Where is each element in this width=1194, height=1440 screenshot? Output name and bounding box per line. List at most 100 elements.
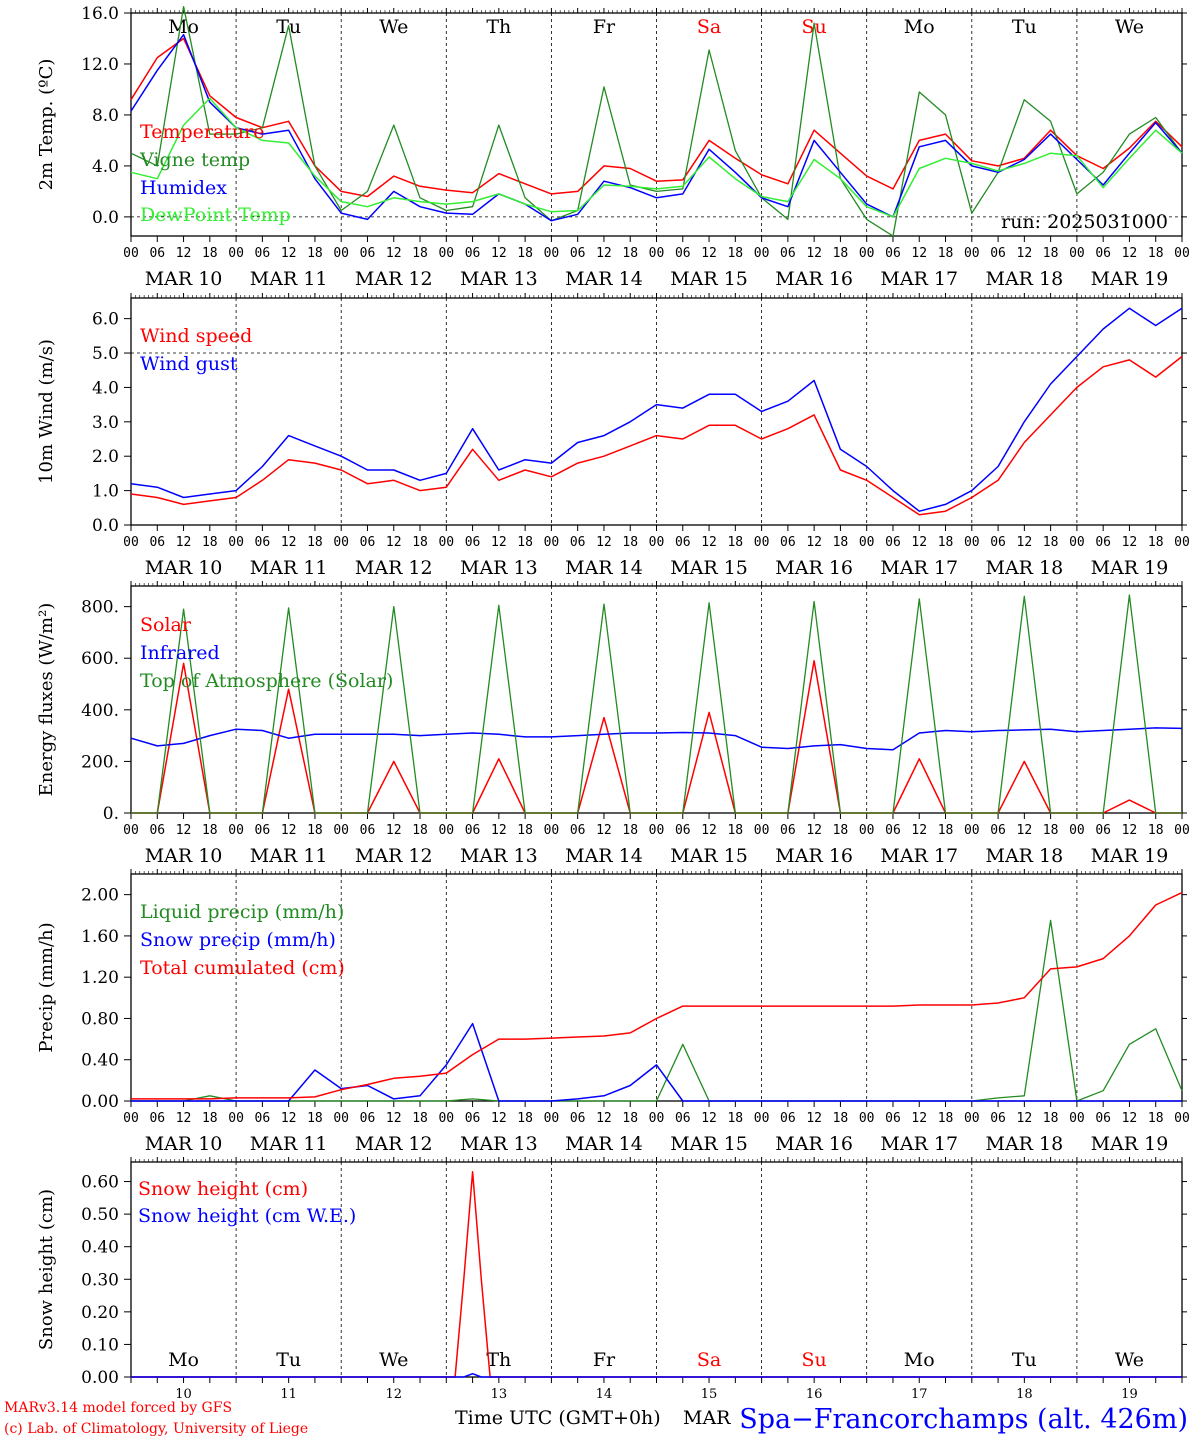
weekday-label: We xyxy=(379,1349,408,1371)
hour-tick-label: 06 xyxy=(990,246,1006,261)
date-label: MAR 14 xyxy=(565,1133,643,1155)
hour-tick-label: 00 xyxy=(754,535,770,550)
y-axis-label: Snow height (cm) xyxy=(36,1189,57,1350)
date-label: MAR 10 xyxy=(145,268,223,290)
weekday-label: Mo xyxy=(904,1349,935,1371)
hour-tick-label: 06 xyxy=(149,823,165,838)
hour-tick-label: 12 xyxy=(806,535,822,550)
weekday-label: Tu xyxy=(1012,16,1037,38)
date-label: MAR 14 xyxy=(565,557,643,579)
hour-tick-label: 12 xyxy=(596,535,612,550)
date-label: MAR 15 xyxy=(670,845,748,867)
y-tick-label: 0.20 xyxy=(81,1303,119,1323)
x-axis-label: Time UTC (GMT+0h) xyxy=(455,1407,661,1429)
hour-tick-label: 06 xyxy=(465,535,481,550)
hour-tick-label: 06 xyxy=(990,823,1006,838)
weekday-label: Mo xyxy=(168,16,199,38)
hour-tick-label: 06 xyxy=(570,823,586,838)
hour-tick-label: 00 xyxy=(333,246,349,261)
legend-entry: Snow height (cm) xyxy=(138,1178,308,1200)
day-number-label: 13 xyxy=(491,1387,508,1402)
date-label: MAR 17 xyxy=(880,268,958,290)
hour-tick-label: 00 xyxy=(964,1111,980,1126)
legend-entry: Wind speed xyxy=(140,325,252,347)
y-axis-label: 2m Temp. (ºC) xyxy=(36,59,57,191)
hour-tick-label: 18 xyxy=(1043,1111,1059,1126)
hour-tick-label: 18 xyxy=(517,535,533,550)
hour-tick-label: 12 xyxy=(386,535,402,550)
weekday-label: Tu xyxy=(276,1349,301,1371)
y-tick-label: 400. xyxy=(81,701,119,721)
y-tick-label: 800. xyxy=(81,598,119,618)
hour-tick-label: 12 xyxy=(806,1111,822,1126)
hour-tick-label: 06 xyxy=(780,823,796,838)
hour-tick-label: 06 xyxy=(570,1111,586,1126)
y-tick-label: 0. xyxy=(103,804,119,824)
hour-tick-label: 00 xyxy=(438,535,454,550)
hour-tick-label: 18 xyxy=(833,246,849,261)
hour-tick-label: 18 xyxy=(727,1111,743,1126)
hour-tick-label: 06 xyxy=(465,246,481,261)
legend-entry: Temperature xyxy=(140,121,264,143)
hour-tick-label: 12 xyxy=(701,246,717,261)
hour-tick-label: 00 xyxy=(544,823,560,838)
hour-tick-label: 18 xyxy=(833,535,849,550)
weekday-label: Mo xyxy=(904,16,935,38)
series-line-snow-height-cm-w-e- xyxy=(131,1372,1182,1378)
hour-tick-label: 06 xyxy=(675,1111,691,1126)
legend-entry: Liquid precip (mm/h) xyxy=(140,901,344,923)
legend-entry: Top of Atmosphere (Solar) xyxy=(140,670,393,692)
date-label: MAR 12 xyxy=(355,557,433,579)
legend-entry: Humidex xyxy=(140,177,227,199)
weekday-label: We xyxy=(1115,1349,1144,1371)
footer: MARv3.14 model forced by GFS (c) Lab. of … xyxy=(4,1400,1188,1437)
hour-tick-label: 12 xyxy=(281,535,297,550)
weekday-label: Th xyxy=(486,16,511,38)
hour-tick-label: 00 xyxy=(1069,246,1085,261)
date-label: MAR 16 xyxy=(775,845,853,867)
series-line-wind-speed xyxy=(130,355,1183,516)
weekday-label: We xyxy=(1115,16,1144,38)
hour-tick-label: 18 xyxy=(727,535,743,550)
date-label: MAR 19 xyxy=(1091,268,1169,290)
hour-tick-label: 12 xyxy=(701,823,717,838)
hour-tick-label: 12 xyxy=(491,1111,507,1126)
date-label: MAR 13 xyxy=(460,1133,538,1155)
y-tick-label: 0.80 xyxy=(81,1009,119,1029)
hour-tick-label: 00 xyxy=(1069,535,1085,550)
hour-tick-label: 18 xyxy=(1043,535,1059,550)
hour-tick-label: 18 xyxy=(833,1111,849,1126)
date-label: MAR 18 xyxy=(985,268,1063,290)
hour-tick-label: 18 xyxy=(412,246,428,261)
series-line-vigne-temp xyxy=(130,5,1183,237)
hour-tick-label: 00 xyxy=(754,1111,770,1126)
y-tick-label: 600. xyxy=(81,649,119,669)
y-tick-label: 0.40 xyxy=(81,1238,119,1258)
hour-tick-label: 06 xyxy=(360,535,376,550)
date-label: MAR 17 xyxy=(880,1133,958,1155)
hour-tick-label: 00 xyxy=(754,246,770,261)
hour-tick-label: 12 xyxy=(911,535,927,550)
hour-tick-label: 06 xyxy=(885,1111,901,1126)
hour-tick-label: 18 xyxy=(1148,1111,1164,1126)
hour-tick-label: 00 xyxy=(649,823,665,838)
hour-tick-label: 00 xyxy=(438,1111,454,1126)
legend-entry: Snow height (cm W.E.) xyxy=(138,1205,356,1227)
hour-tick-label: 00 xyxy=(438,246,454,261)
panel-4: 0.00 0.40 0.80 1.20 1.60 2.00 Precip (mm/h) 00 0… xyxy=(36,869,1190,1155)
hour-tick-label: 06 xyxy=(149,1111,165,1126)
date-label: MAR 12 xyxy=(355,845,433,867)
date-label: MAR 16 xyxy=(775,268,853,290)
hour-tick-label: 00 xyxy=(228,1111,244,1126)
hour-tick-label: 00 xyxy=(964,535,980,550)
hour-tick-label: 18 xyxy=(622,535,638,550)
hour-tick-label: 12 xyxy=(911,246,927,261)
hour-tick-label: 00 xyxy=(1174,1111,1190,1126)
hour-tick-label: 00 xyxy=(333,535,349,550)
hour-tick-label: 12 xyxy=(1017,823,1033,838)
date-label: MAR 13 xyxy=(460,557,538,579)
legend-entry: Total cumulated (cm) xyxy=(140,957,345,979)
legend-entry: Wind gust xyxy=(140,353,238,375)
date-label: MAR 13 xyxy=(460,845,538,867)
